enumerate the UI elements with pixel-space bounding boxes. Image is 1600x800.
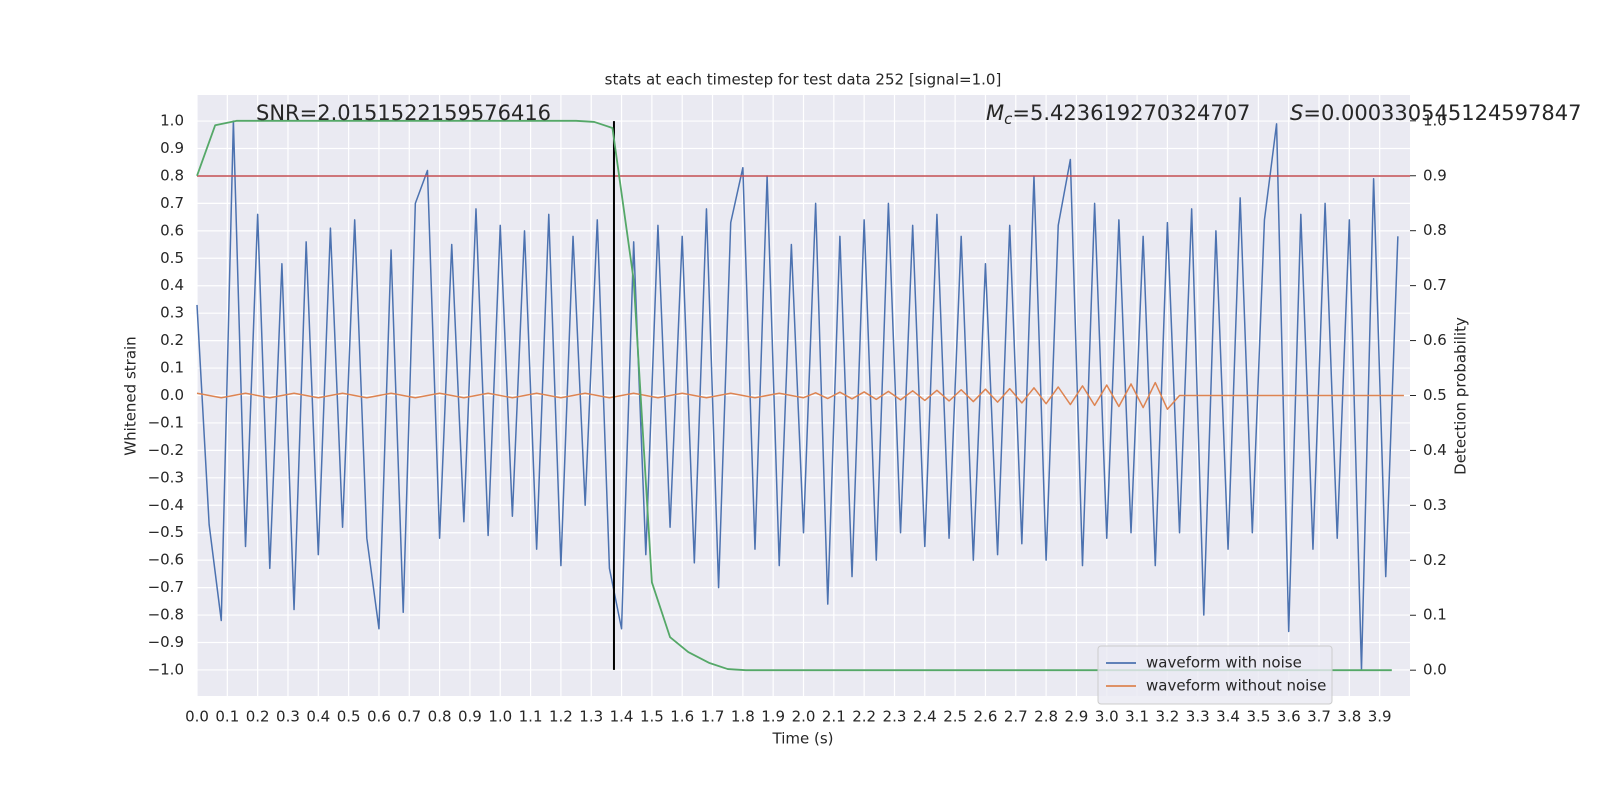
y-tick-label: 0.0: [160, 386, 184, 404]
annotation: Mc=5.423619270324707: [986, 101, 1250, 128]
y-tick-label: −0.5: [148, 523, 184, 541]
x-tick-label: 2.8: [1034, 708, 1058, 726]
annotation-text: SNR=2.0151522159576416: [256, 101, 551, 125]
x-tick-label: 0.5: [337, 708, 361, 726]
series-line: [196, 119, 1392, 672]
x-tick-label: 3.1: [1125, 708, 1149, 726]
y-tick-label: 0.1: [160, 359, 184, 377]
x-tick-label: 1.7: [701, 708, 725, 726]
x-tick-label: 0.8: [428, 708, 452, 726]
y-tick-label: 0.8: [160, 166, 184, 184]
y2-tick-label: 0.3: [1423, 496, 1447, 514]
marks: [196, 119, 1410, 672]
x-tick-label: 1.9: [761, 708, 785, 726]
x-tick-label: 0.6: [367, 708, 391, 726]
y2-tick-label: 0.0: [1423, 661, 1447, 679]
x-tick-label: 0.7: [397, 708, 421, 726]
annotation-text: =5.423619270324707: [1012, 101, 1250, 125]
x-tick-label: 1.6: [670, 708, 694, 726]
x-tick-label: 2.2: [852, 708, 876, 726]
annotation-text: =0.000330545124597847: [1303, 101, 1581, 125]
x-tick-label: 2.0: [792, 708, 816, 726]
x-tick-label: 3.2: [1155, 708, 1179, 726]
x-tick-label: 2.5: [943, 708, 967, 726]
x-tick-label: 0.3: [276, 708, 300, 726]
x-tick-label: 1.4: [610, 708, 634, 726]
y2-tick-label: 1.0: [1423, 111, 1447, 129]
y-tick-label: 0.7: [160, 194, 184, 212]
y-tick-label: −0.6: [148, 551, 184, 569]
legend: waveform with noise waveform without nois…: [1097, 645, 1333, 705]
y-tick-label: −0.4: [148, 496, 184, 514]
y-tick-label: 0.5: [160, 249, 184, 267]
x-tick-label: 3.7: [1307, 708, 1331, 726]
x-tick-label: 3.9: [1368, 708, 1392, 726]
y-tick-label: 1.0: [160, 112, 184, 130]
x-tick-label: 0.1: [215, 708, 239, 726]
grid: [196, 95, 1416, 696]
y-tick-label: 0.6: [160, 221, 184, 239]
legend-label: waveform with noise: [1146, 654, 1302, 672]
y-tick-label: 0.2: [160, 331, 184, 349]
y2-tick-label: 0.8: [1423, 221, 1447, 239]
y2-tick-label: 0.4: [1423, 441, 1447, 459]
y2-tick-label: 0.7: [1423, 276, 1447, 294]
x-tick-label: 2.9: [1064, 708, 1088, 726]
y-tick-label: 0.9: [160, 139, 184, 157]
series-line: [196, 120, 1399, 671]
y-tick-label: −0.7: [148, 578, 184, 596]
annotation: S=0.000330545124597847: [1290, 101, 1581, 125]
annotation-symbol: M: [986, 101, 1004, 125]
x-tick-label: 0.2: [246, 708, 270, 726]
x-tick-label: 2.4: [913, 708, 937, 726]
labels: stats at each timestep for test data 252…: [122, 71, 1582, 748]
y2-tick-label: 0.2: [1423, 551, 1447, 569]
x-tick-label: 1.3: [579, 708, 603, 726]
y-tick-label: −0.2: [148, 441, 184, 459]
x-tick-label: 2.1: [822, 708, 846, 726]
y2-tick-label: 0.6: [1423, 331, 1447, 349]
x-tick-label: 2.6: [974, 708, 998, 726]
x-tick-label: 3.0: [1095, 708, 1119, 726]
chart-title: stats at each timestep for test data 252…: [605, 71, 1002, 89]
x-tick-label: 3.6: [1277, 708, 1301, 726]
y-axis-label: Whitened strain: [122, 336, 140, 455]
x-tick-label: 2.3: [883, 708, 907, 726]
y-tick-label: −0.9: [148, 633, 184, 651]
x-tick-label: 0.4: [306, 708, 330, 726]
x-tick-label: 1.1: [519, 708, 543, 726]
x-tick-label: 1.2: [549, 708, 573, 726]
y2-tick-label: 0.9: [1423, 166, 1447, 184]
x-tick-label: 1.8: [731, 708, 755, 726]
x-tick-label: 1.0: [488, 708, 512, 726]
y-tick-label: 0.4: [160, 276, 184, 294]
x-tick-label: 3.5: [1246, 708, 1270, 726]
series-line: [196, 381, 1404, 410]
x-tick-label: 0.9: [458, 708, 482, 726]
y2-tick-label: 0.5: [1423, 386, 1447, 404]
y-tick-label: −1.0: [148, 660, 184, 678]
y-tick-label: −0.8: [148, 606, 184, 624]
legend-label: waveform without noise: [1146, 677, 1326, 695]
x-tick-label: 3.8: [1337, 708, 1361, 726]
y2-axis-label: Detection probability: [1452, 317, 1470, 475]
x-tick-label: 2.7: [1004, 708, 1028, 726]
x-tick-label: 1.5: [640, 708, 664, 726]
annotation: SNR=2.0151522159576416: [256, 101, 551, 125]
x-tick-label: 0.0: [185, 708, 209, 726]
legend-box: [1097, 645, 1333, 705]
annotation-subscript: c: [1004, 110, 1013, 128]
y2-tick-label: 0.1: [1423, 606, 1447, 624]
x-tick-label: 3.3: [1186, 708, 1210, 726]
y-tick-label: 0.3: [160, 304, 184, 322]
x-tick-label: 3.4: [1216, 708, 1240, 726]
x-axis-label: Time (s): [772, 730, 834, 748]
y-tick-label: −0.3: [148, 468, 184, 486]
annotation-symbol: S: [1290, 101, 1303, 125]
y-tick-label: −0.1: [148, 413, 184, 431]
